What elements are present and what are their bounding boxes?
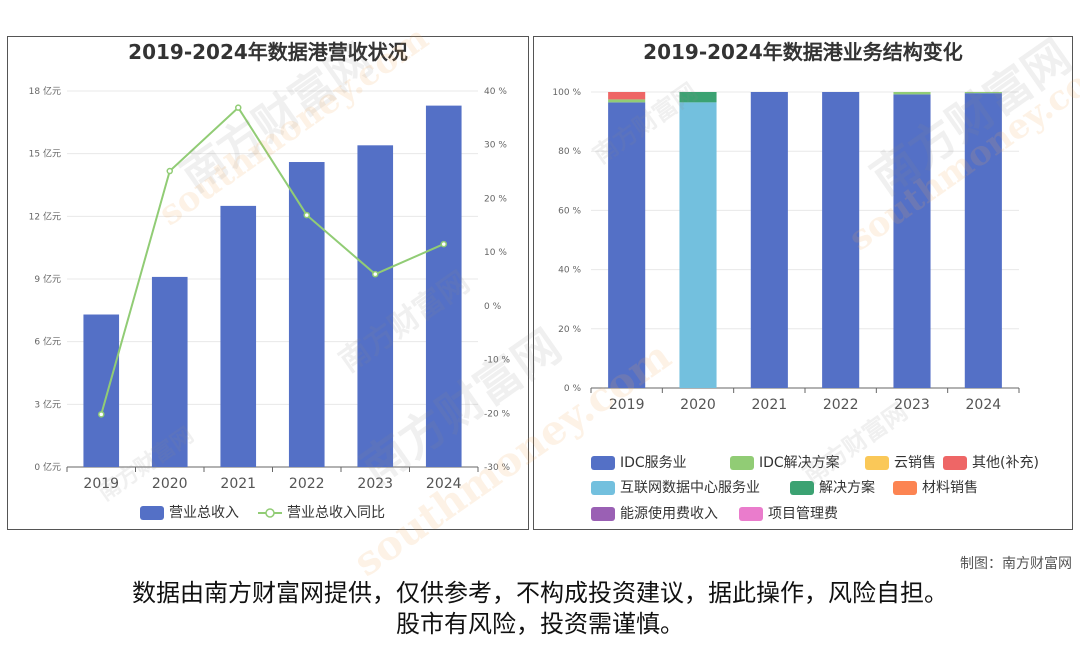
legend-swatch	[730, 456, 754, 470]
x-tick-label: 2020	[152, 476, 188, 492]
disclaimer: 数据由南方财富网提供，仅供参考，不构成投资建议，据此操作，风险自担。 股市有风险…	[0, 578, 1080, 640]
x-tick-label: 2023	[357, 476, 393, 492]
structure-chart: 2019-2024年数据港业务结构变化 0 % 20 % 40 % 60 % 80 % 10…	[552, 40, 1039, 522]
revenue-bar	[425, 105, 462, 467]
chart-title: 2019-2024年数据港业务结构变化	[643, 40, 963, 64]
y-tick-label: 40 %	[558, 266, 581, 276]
yoy-point	[235, 104, 242, 111]
legend-label: 材料销售	[922, 480, 978, 496]
legend-swatch	[865, 456, 889, 470]
legend-label: 其他(补充)	[972, 455, 1039, 471]
revenue-chart: 2019-2024年数据港营收状况 0 亿元 3 亿元 6 亿元 9 亿元 12 亿元 15…	[29, 40, 511, 521]
yoy-line	[100, 106, 445, 415]
revenue-bar	[151, 276, 188, 467]
legend-label-revenue: 营业总收入	[169, 505, 239, 521]
y-right-tick-label: 30 %	[484, 141, 507, 151]
stacked-bar-segment	[893, 92, 931, 95]
y-left-tick-label: 3 亿元	[34, 398, 61, 410]
yoy-point	[303, 211, 310, 219]
legend-swatch	[739, 507, 763, 521]
stacked-bar-segment	[679, 102, 717, 389]
revenue-chart-panel: 2019-2024年数据港营收状况 0 亿元 3 亿元 6 亿元 9 亿元 12 亿元 15…	[7, 36, 529, 530]
revenue-bar	[288, 162, 325, 467]
y-right-tick-label: 10 %	[484, 248, 507, 258]
y-right-tick-label: -10 %	[484, 356, 511, 366]
y-tick-label: 80 %	[558, 147, 581, 157]
y-right-tick-label: 20 %	[484, 194, 507, 204]
y-tick-label: 20 %	[558, 325, 581, 335]
stacked-bar-segment	[893, 94, 931, 389]
y-tick-label: 0 %	[564, 384, 582, 394]
yoy-point	[98, 411, 105, 418]
stacked-bar-segment	[679, 92, 717, 103]
x-tick-label: 2024	[966, 397, 1002, 413]
legend-swatch	[943, 456, 967, 470]
y-tick-label: 60 %	[558, 206, 581, 216]
legend-swatch-revenue	[140, 506, 164, 520]
x-tick-label: 2022	[289, 476, 325, 492]
legend-label: IDC服务业	[620, 455, 687, 471]
legend-label: 互联网数据中心服务业	[620, 480, 760, 496]
y-left-tick-label: 18 亿元	[29, 85, 61, 97]
legend-swatch	[591, 507, 615, 521]
x-tick-label: 2019	[609, 397, 645, 413]
revenue-bar	[357, 145, 394, 468]
y-left-tick-label: 6 亿元	[34, 336, 61, 348]
stacked-bar-segment	[964, 92, 1002, 94]
disclaimer-line-2: 股市有风险，投资需谨慎。	[396, 610, 684, 638]
legend-label: 能源使用费收入	[620, 505, 718, 522]
legend-swatch	[591, 481, 615, 495]
stacked-bar-segment	[608, 99, 646, 103]
x-tick-label: 2021	[752, 397, 788, 413]
stacked-bar-segment	[608, 102, 646, 389]
legend-swatch	[591, 456, 615, 470]
y-right-tick-label: -30 %	[484, 463, 511, 473]
legend-label: IDC解决方案	[759, 454, 840, 471]
legend-label: 项目管理费	[768, 506, 838, 522]
yoy-point	[440, 240, 447, 248]
y-left-tick-label: 0 亿元	[34, 461, 61, 473]
legend-label: 解决方案	[819, 479, 875, 496]
structure-chart-panel: 2019-2024年数据港业务结构变化 0 % 20 % 40 % 60 % 80 % 10…	[533, 36, 1073, 530]
y-left-tick-label: 9 亿元	[34, 273, 61, 285]
disclaimer-line-1: 数据由南方财富网提供，仅供参考，不构成投资建议，据此操作，风险自担。	[132, 579, 948, 607]
y-tick-label: 100 %	[552, 88, 581, 98]
revenue-bar	[83, 314, 120, 467]
legend-swatch	[893, 481, 917, 495]
y-left-tick-label: 15 亿元	[29, 148, 61, 160]
legend-swatch	[790, 481, 814, 495]
y-right-tick-label: 0 %	[484, 302, 502, 312]
x-tick-label: 2020	[680, 397, 716, 413]
y-left-tick-label: 12 亿元	[29, 210, 61, 222]
legend-label-yoy: 营业总收入同比	[287, 505, 385, 521]
yoy-point	[166, 167, 173, 175]
y-right-tick-label: -20 %	[484, 409, 511, 419]
x-tick-label: 2021	[220, 476, 256, 492]
y-right-tick-label: 40 %	[484, 87, 507, 97]
chart-credit: 制图：南方财富网	[960, 556, 1072, 572]
stacked-bar-segment	[964, 93, 1002, 389]
x-tick-label: 2024	[426, 476, 462, 492]
yoy-point	[372, 270, 379, 278]
revenue-bar	[220, 205, 257, 467]
legend-label: 云销售	[894, 455, 936, 471]
x-tick-label: 2019	[83, 476, 119, 492]
legend-marker-yoy	[265, 508, 275, 518]
x-tick-label: 2022	[823, 397, 859, 413]
x-tick-label: 2023	[894, 397, 930, 413]
chart-title: 2019-2024年数据港营收状况	[128, 40, 408, 64]
stacked-bar-segment	[822, 92, 860, 388]
stacked-bar-segment	[608, 92, 646, 100]
stacked-bar-segment	[750, 92, 788, 388]
